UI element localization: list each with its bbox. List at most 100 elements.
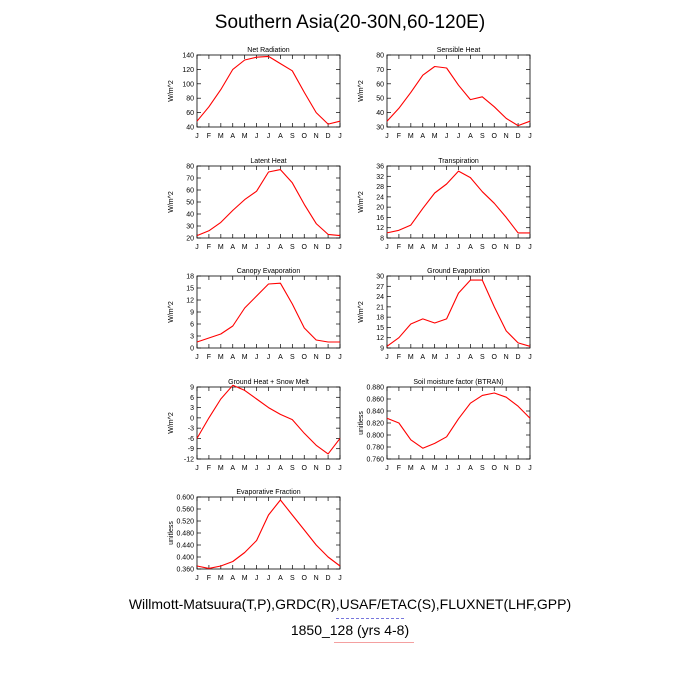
y-tick-label: 40 (186, 125, 194, 132)
plot-frame (196, 54, 341, 128)
y-tick-label: 12 (376, 225, 384, 232)
y-tick-label: 0.780 (366, 445, 384, 452)
y-tick-label: 30 (186, 224, 194, 231)
panel-title: Latent Heat (250, 158, 286, 165)
x-tick-label: D (516, 354, 521, 361)
y-tick-label: 3 (190, 405, 194, 412)
x-tick-label: M (218, 354, 224, 361)
x-tick-label: M (408, 244, 414, 251)
series-line (196, 169, 341, 237)
x-tick-label: D (516, 465, 521, 472)
panel-5: Ground Evaporation W/m^2 9 12 15 18 21 24 27 30 J F… (358, 268, 532, 361)
y-tick-label: 100 (182, 81, 194, 88)
x-tick-label: M (242, 244, 248, 251)
y-tick-label: 16 (376, 215, 384, 222)
y-tick-label: 15 (376, 325, 384, 332)
x-tick-label: O (492, 244, 498, 251)
x-tick-label: A (278, 575, 283, 582)
x-tick-label: A (230, 465, 235, 472)
y-tick-label: 0.520 (176, 519, 194, 526)
x-tick-label: F (397, 465, 401, 472)
plot-frame (196, 165, 341, 239)
x-tick-label: M (408, 465, 414, 472)
x-tick-label: M (218, 465, 224, 472)
x-tick-label: J (255, 575, 259, 582)
y-tick-label: 80 (376, 53, 384, 60)
x-tick-label: J (267, 575, 271, 582)
x-tick-label: O (302, 244, 308, 251)
series-line (386, 279, 531, 347)
y-tick-label: -9 (188, 446, 194, 453)
plot-frame (196, 386, 341, 460)
x-tick-label: F (397, 354, 401, 361)
x-tick-label: A (420, 244, 425, 251)
x-tick-label: A (278, 244, 283, 251)
x-tick-label: D (516, 133, 521, 140)
plot-frame (386, 386, 531, 460)
y-tick-label: 120 (182, 67, 194, 74)
panel-title: Canopy Evaporation (237, 268, 301, 275)
x-tick-label: O (302, 133, 308, 140)
y-tick-label: 40 (376, 110, 384, 117)
x-tick-label: F (397, 244, 401, 251)
y-tick-label: 80 (186, 96, 194, 103)
x-tick-label: J (457, 244, 461, 251)
x-tick-label: D (326, 575, 331, 582)
y-tick-label: 30 (376, 125, 384, 132)
x-tick-label: M (242, 575, 248, 582)
plot-frame (386, 165, 531, 239)
x-tick-label: M (242, 354, 248, 361)
panel-title: Sensible Heat (437, 47, 481, 54)
series-line (196, 499, 341, 569)
y-tick-label: 6 (190, 395, 194, 402)
x-tick-label: S (480, 465, 485, 472)
y-tick-label: 60 (186, 110, 194, 117)
x-tick-label: O (302, 575, 308, 582)
y-axis-label: W/m^2 (168, 412, 175, 434)
y-tick-label: 32 (376, 174, 384, 181)
y-tick-label: 0.400 (176, 555, 194, 562)
y-tick-label: 140 (182, 53, 194, 60)
x-tick-label: J (445, 354, 449, 361)
x-tick-label: J (195, 133, 199, 140)
x-tick-label: M (242, 133, 248, 140)
x-tick-label: J (267, 133, 271, 140)
x-tick-label: F (207, 575, 211, 582)
x-tick-label: M (218, 244, 224, 251)
x-tick-label: O (492, 354, 498, 361)
x-tick-label: M (408, 354, 414, 361)
x-tick-label: J (457, 465, 461, 472)
x-tick-label: S (290, 465, 295, 472)
y-tick-label: 6 (190, 322, 194, 329)
x-tick-label: J (528, 133, 532, 140)
x-tick-label: J (385, 465, 389, 472)
figure-title: Southern Asia(20-30N,60-120E) (214, 12, 486, 33)
x-tick-label: F (207, 244, 211, 251)
x-tick-label: A (420, 133, 425, 140)
panel-title: Ground Evaporation (427, 268, 490, 275)
y-axis-label: W/m^2 (358, 191, 365, 213)
y-tick-label: 24 (376, 294, 384, 301)
y-tick-label: 9 (190, 385, 194, 392)
panel-title: Net Radiation (247, 47, 290, 54)
y-tick-label: 0.600 (176, 495, 194, 502)
x-tick-label: A (468, 354, 473, 361)
y-tick-label: 0.860 (366, 397, 384, 404)
x-tick-label: D (326, 354, 331, 361)
x-tick-label: S (480, 244, 485, 251)
y-axis-label: W/m^2 (168, 301, 175, 323)
x-tick-label: N (504, 133, 509, 140)
y-tick-label: 80 (186, 164, 194, 171)
x-tick-label: A (278, 354, 283, 361)
x-tick-label: J (267, 354, 271, 361)
x-tick-label: A (230, 354, 235, 361)
y-tick-label: 0.480 (176, 531, 194, 538)
x-tick-label: J (338, 354, 342, 361)
panel-8: Evaporative Fraction unitless 0.360 0.400 0.… (168, 489, 342, 582)
y-tick-label: 0.880 (366, 385, 384, 392)
x-tick-label: A (230, 133, 235, 140)
series-line (386, 65, 531, 127)
